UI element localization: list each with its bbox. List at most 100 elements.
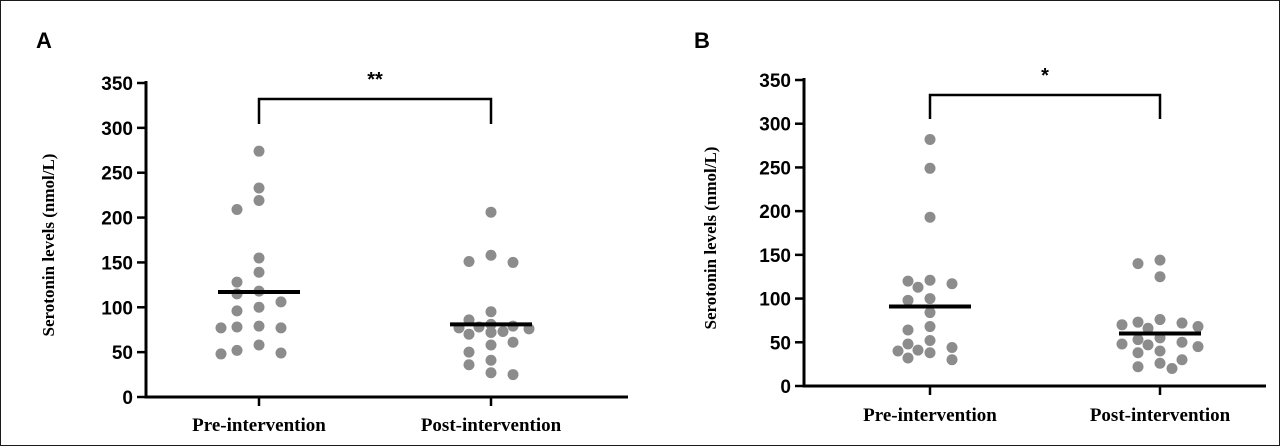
panel-a-y-axis-label: Serotonin levels (nmol/L): [39, 154, 58, 337]
panel-b-data-point: [924, 211, 936, 223]
panel-a-data-point: [485, 306, 497, 318]
panel-a-x-tick-label: Pre-intervention: [192, 415, 326, 436]
panel-b-data-point: [1154, 345, 1166, 357]
panel-a-data-point: [231, 321, 243, 333]
panel-b-data-point: [902, 324, 914, 336]
panel-a-data-point: [215, 322, 227, 334]
panel-b-data-point: [1116, 338, 1128, 350]
panel-b-data-point: [924, 162, 936, 174]
panel-b-data-point: [1192, 321, 1204, 333]
panel-b-data-point: [1142, 339, 1154, 351]
panel-b-data-point: [924, 293, 936, 305]
panel-a-data-point: [253, 339, 265, 351]
panel-a-y-tick-label: 0: [122, 388, 133, 409]
panel-b-data-point: [1132, 334, 1144, 346]
panel-b-data-point: [892, 345, 904, 357]
panel-b-y-tick-label: 0: [780, 377, 791, 398]
panel-b-data-point: [902, 352, 914, 364]
panel-b-y-tick-label: 350: [759, 71, 791, 92]
panel-a-data-point: [463, 359, 475, 371]
panel-a-y-tick-label: 250: [101, 164, 133, 185]
panel-b-data-point: [912, 344, 924, 356]
panel-a-y-tick-label: 200: [101, 209, 133, 230]
panel-a-data-point: [231, 305, 243, 317]
panel-a-data-point: [275, 296, 287, 308]
panel-a-data-point: [275, 322, 287, 334]
panel-b-data-point: [1132, 316, 1144, 328]
panel-b-y-tick-label: 50: [770, 333, 791, 354]
panel-b-y-axis-label: Serotonin levels (nmol/L): [701, 147, 720, 330]
panel-b-data-point: [902, 338, 914, 350]
panel-b-data-point: [1154, 314, 1166, 326]
panel-a-data-point: [507, 256, 519, 268]
panel-b-letter: B: [694, 28, 710, 53]
panel-b-data-point: [924, 347, 936, 359]
panel-a-significance-bracket: [257, 97, 493, 124]
panel-b-data-point: [1132, 361, 1144, 373]
panel-b-y-tick-label: 150: [759, 246, 791, 267]
panel-a-y-tick-label: 100: [101, 298, 133, 319]
panel-a-chart: 0 50 100 150 200 250 300 350 Serotonin levels (n…: [39, 69, 628, 436]
panel-b-data-point: [924, 335, 936, 347]
panel-a-data-point: [485, 249, 497, 261]
panel-a-significance-label: **: [367, 69, 383, 91]
panel-a-y-tick-label: 150: [101, 253, 133, 274]
panel-a-data-point: [507, 336, 519, 348]
panel-b-significance-bracket: [928, 93, 1162, 119]
panel-b-x-tick-label: Post-intervention: [1090, 405, 1231, 426]
panel-b-data-point: [902, 294, 914, 306]
panel-a-data-point: [253, 301, 265, 313]
panel-b-data-point: [1154, 254, 1166, 266]
panel-b-data-point: [924, 274, 936, 286]
panel-a-y-tick-label: 350: [101, 74, 133, 95]
panel-b-y-tick-label: 100: [759, 290, 791, 311]
panel-b-significance-label: *: [1041, 65, 1049, 87]
panel-b-data-point: [1166, 363, 1178, 375]
panel-a-data-point: [507, 369, 519, 381]
panel-a-data-point: [485, 367, 497, 379]
panel-b-data-point: [946, 354, 958, 366]
panel-a-data-point: [463, 256, 475, 268]
panel-b-data-point: [1116, 319, 1128, 331]
panel-b-data-point: [1176, 317, 1188, 329]
panel-a-data-point: [253, 252, 265, 264]
panel-b-data-point: [1132, 258, 1144, 270]
panel-b-data-point: [1154, 271, 1166, 283]
panel-b-data-point: [1176, 336, 1188, 348]
panel-a-data-point: [231, 344, 243, 356]
panel-a-data-point: [485, 206, 497, 218]
panel-a-data-point: [253, 195, 265, 207]
panel-b-chart: 0 50 100 150 200 250 300 350 Serotonin levels (n…: [701, 65, 1266, 426]
panel-b-data-point: [924, 133, 936, 145]
panel-a-x-tick-label: Post-intervention: [421, 415, 562, 436]
panel-a-data-point: [215, 348, 227, 360]
panel-a-data-point: [231, 276, 243, 288]
panel-b-y-tick-label: 250: [759, 158, 791, 179]
panel-a-data-point: [231, 203, 243, 215]
panel-a-data-point: [485, 354, 497, 366]
panel-a-data-point: [275, 347, 287, 359]
panel-a-data-point: [463, 328, 475, 340]
panel-a-data-point: [253, 145, 265, 157]
panel-a-letter: A: [36, 28, 52, 53]
panel-b-data-point: [946, 342, 958, 354]
panel-b-data-point: [924, 307, 936, 319]
panel-a-data-point: [253, 320, 265, 332]
panel-a-data-point: [253, 266, 265, 278]
panel-a-data-point: [485, 339, 497, 351]
panel-b-data-point: [1132, 347, 1144, 359]
panel-b-data-point: [902, 275, 914, 287]
panel-a-data-point: [463, 346, 475, 358]
panel-a-data-point: [253, 182, 265, 194]
panel-b-data-point: [912, 281, 924, 293]
panel-b-y-tick-label: 300: [759, 115, 791, 136]
panel-a-y-tick-label: 300: [101, 119, 133, 140]
panel-a-y-tick-label: 50: [112, 343, 133, 364]
panel-a-data-point: [485, 326, 497, 338]
panel-b-data-point: [946, 278, 958, 290]
panel-b-data-point: [1142, 322, 1154, 334]
panel-a-data-point: [497, 326, 509, 338]
panel-b-x-tick-label: Pre-intervention: [863, 405, 997, 426]
